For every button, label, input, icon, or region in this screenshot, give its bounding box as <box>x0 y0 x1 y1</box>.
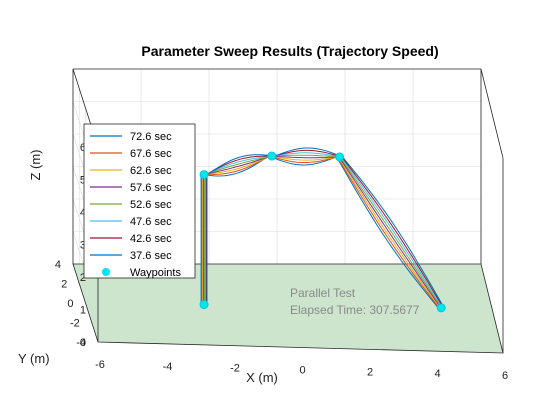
legend-label: 62.6 sec <box>130 165 172 177</box>
chart-title: Parameter Sweep Results (Trajectory Spee… <box>141 43 438 59</box>
legend-label: 42.6 sec <box>130 233 172 245</box>
y-tick-label: 4 <box>55 259 61 271</box>
waypoint-marker-5 <box>436 303 446 313</box>
x-tick-label: 4 <box>434 368 440 380</box>
z-axis-label: Z (m) <box>28 149 43 180</box>
legend-waypoint-marker <box>102 268 110 276</box>
z-tick-label: 5 <box>80 175 86 187</box>
x-tick-label: 0 <box>299 365 305 377</box>
waypoint-marker-1 <box>199 300 209 310</box>
x-tick-label: -6 <box>95 359 105 371</box>
y-tick-label: -4 <box>76 337 86 349</box>
legend-box <box>83 123 196 279</box>
y-axis-label: Y (m) <box>18 351 50 366</box>
legend-label: 37.6 sec <box>130 250 172 262</box>
legend-label: 72.6 sec <box>130 131 172 143</box>
annotation-title: Parallel Test <box>290 286 356 300</box>
y-tick-label: 2 <box>61 279 67 291</box>
z-tick-label: 3 <box>80 240 86 252</box>
legend-label: 67.6 sec <box>130 148 172 160</box>
x-tick-label: 2 <box>367 366 373 378</box>
z-tick-label: 6 <box>80 142 86 154</box>
legend: 72.6 sec 67.6 sec 62.6 sec 57.6 sec 52.6 sec… <box>83 123 196 279</box>
z-tick-label: 4 <box>80 207 86 219</box>
y-tick-label: 0 <box>67 298 73 310</box>
z-tick-label: 1 <box>80 305 86 317</box>
x-axis-label: X (m) <box>246 370 278 385</box>
z-tick-label: 0 <box>80 337 86 349</box>
x-tick-label: -4 <box>163 361 173 373</box>
legend-label: 47.6 sec <box>130 216 172 228</box>
x-tick-label: -2 <box>230 363 240 375</box>
waypoint-marker-2 <box>199 170 209 180</box>
legend-label: 57.6 sec <box>130 182 172 194</box>
waypoint-marker-3 <box>267 151 277 161</box>
x-tick-label: 6 <box>502 370 508 382</box>
waypoint-marker-4 <box>335 152 345 162</box>
legend-label: 52.6 sec <box>130 199 172 211</box>
y-tick-label: -2 <box>70 318 80 330</box>
legend-label: Waypoints <box>130 267 181 279</box>
z-tick-label: 2 <box>80 272 86 284</box>
axis-box <box>72 68 504 353</box>
annotation-elapsed-time: Elapsed Time: 307.5677 <box>290 303 420 317</box>
waypoint-markers <box>199 151 446 313</box>
